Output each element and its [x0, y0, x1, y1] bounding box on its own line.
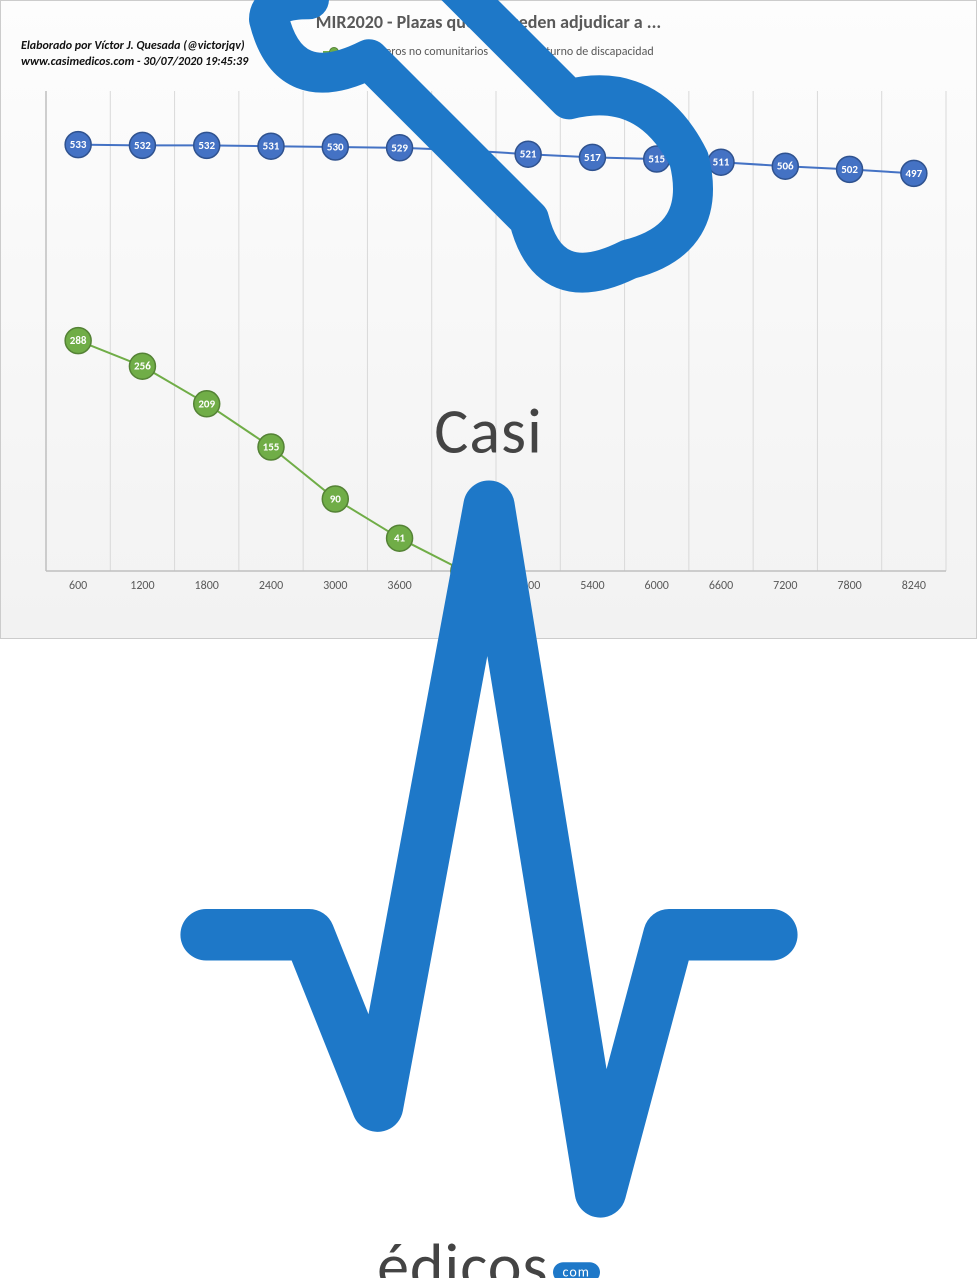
plot-svg: 6001200180024003000360042004800540060006… — [36, 81, 956, 601]
data-label: 515 — [648, 153, 665, 166]
data-label: 209 — [198, 397, 215, 410]
legend: extranjeros no comunitarios turno de dis… — [1, 45, 976, 59]
x-tick-label: 7200 — [773, 579, 797, 593]
legend-item-series2: turno de discapacidad — [518, 45, 654, 59]
x-tick-label: 6000 — [645, 579, 669, 593]
data-label: 526 — [455, 144, 472, 157]
data-label: 521 — [520, 148, 537, 161]
legend-marker-series1 — [323, 51, 345, 53]
watermark-brand-part2: édicos — [377, 1227, 548, 1278]
x-tick-label: 600 — [69, 579, 87, 593]
data-label: 532 — [198, 139, 215, 152]
chart-title: MIR2020 - Plazas que se pueden adjudicar… — [1, 11, 976, 33]
legend-label-series2: turno de discapacidad — [546, 45, 654, 59]
legend-label-series1: extranjeros no comunitarios — [351, 45, 488, 59]
data-label: 90 — [330, 493, 342, 506]
plot-area: 6001200180024003000360042004800540060006… — [36, 81, 956, 601]
legend-item-series1: extranjeros no comunitarios — [323, 45, 488, 59]
data-label: 506 — [777, 160, 794, 173]
data-label: 288 — [70, 334, 87, 347]
data-label: 517 — [584, 151, 601, 164]
x-tick-label: 8240 — [902, 579, 926, 593]
x-tick-label: 4800 — [516, 579, 540, 593]
x-tick-label: 3600 — [387, 579, 411, 593]
data-label: 256 — [134, 360, 151, 373]
data-label: 41 — [394, 532, 406, 545]
data-label: 533 — [70, 138, 87, 151]
data-label: 0 — [461, 565, 467, 578]
data-label: 532 — [134, 139, 151, 152]
data-label: 155 — [263, 441, 280, 454]
data-label: 511 — [713, 156, 730, 169]
data-label: 530 — [327, 141, 344, 154]
data-label: 497 — [905, 167, 922, 180]
x-tick-label: 1800 — [195, 579, 219, 593]
x-tick-label: 3000 — [323, 579, 347, 593]
chart-container: MIR2020 - Plazas que se pueden adjudicar… — [0, 0, 977, 639]
data-label: 529 — [391, 141, 408, 154]
x-tick-label: 7800 — [837, 579, 861, 593]
x-tick-label: 2400 — [259, 579, 283, 593]
x-tick-label: 5400 — [580, 579, 604, 593]
data-label: 531 — [263, 140, 280, 153]
watermark-badge: com — [553, 1262, 600, 1278]
legend-marker-series2 — [518, 51, 540, 53]
x-tick-label: 1200 — [130, 579, 154, 593]
x-tick-label: 6600 — [709, 579, 733, 593]
data-label: 502 — [841, 163, 858, 176]
